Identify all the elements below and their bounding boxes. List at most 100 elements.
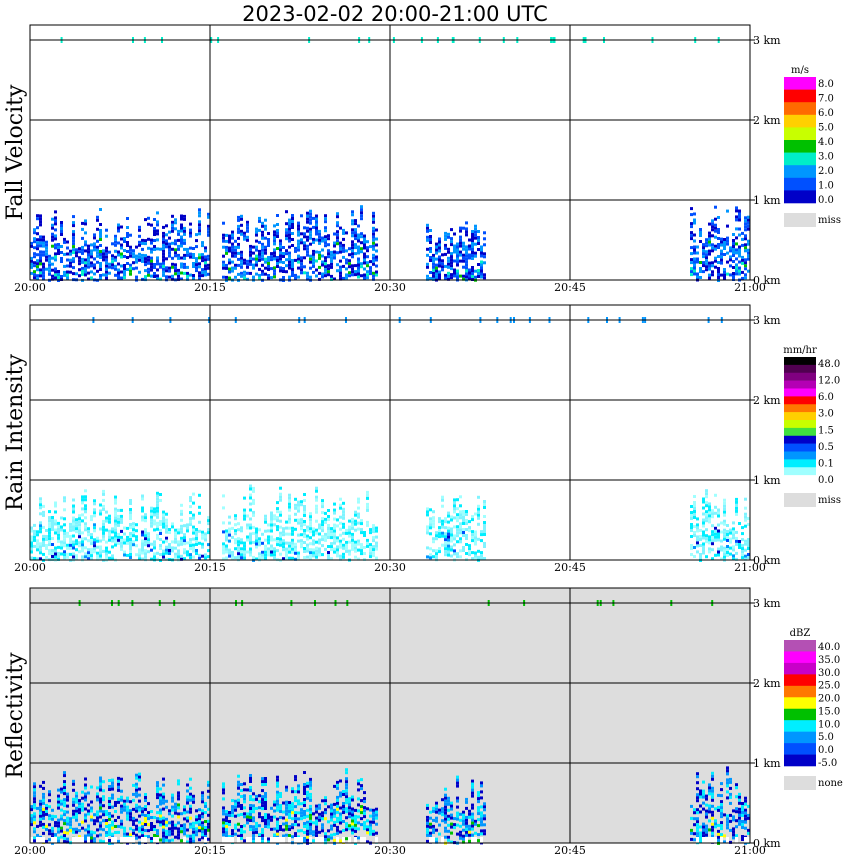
echo-cell <box>426 223 429 227</box>
echo-cell <box>309 236 312 240</box>
echo-cell <box>351 264 354 268</box>
echo-cell <box>360 211 363 215</box>
echo-cell <box>240 541 243 545</box>
echo-cell <box>309 798 312 802</box>
echo-cell <box>111 793 114 797</box>
echo-cell <box>69 264 72 268</box>
echo-cell <box>444 231 447 235</box>
echo-cell <box>159 523 162 526</box>
echo-cell <box>39 250 42 254</box>
echo-cell <box>318 803 321 807</box>
echo-cell <box>705 794 708 798</box>
echo-cell <box>261 263 264 267</box>
echo-cell <box>30 244 33 248</box>
echo-cell <box>729 801 732 805</box>
echo-cell <box>747 257 750 261</box>
echo-cell <box>237 257 240 261</box>
echo-cell <box>303 550 306 553</box>
echo-cell <box>114 810 117 813</box>
echo-cell <box>462 531 465 534</box>
echo-cell <box>72 540 75 544</box>
echo-cell <box>294 518 297 522</box>
echo-cell <box>735 266 738 270</box>
echo-cell <box>249 247 252 251</box>
echo-cell <box>165 545 168 549</box>
x-tick-label: 20:45 <box>554 281 586 294</box>
echo-cell <box>480 811 483 815</box>
echo-cell <box>159 544 162 547</box>
echo-cell <box>288 254 291 258</box>
echo-cell <box>111 784 114 788</box>
echo-cell <box>267 538 270 542</box>
echo-cell <box>711 813 714 817</box>
echo-cell <box>168 269 171 273</box>
echo-cell <box>432 268 435 272</box>
echo-cell <box>468 529 471 533</box>
echo-cell <box>255 263 258 267</box>
echo-cell <box>258 528 261 532</box>
echo-cell <box>339 806 342 810</box>
echo-cell <box>717 261 720 264</box>
echo-cell <box>366 505 369 509</box>
echo-cell <box>135 257 138 261</box>
echo-cell <box>351 547 354 551</box>
echo-cell <box>726 554 729 557</box>
echo-cell <box>309 551 312 555</box>
echo-cell <box>150 256 153 260</box>
echo-cell <box>264 822 267 825</box>
echo-cell <box>66 792 69 796</box>
echo-cell <box>105 528 108 532</box>
echo-cell <box>201 797 204 801</box>
echo-cell <box>297 802 300 806</box>
echo-cell <box>81 236 84 240</box>
echo-cell <box>63 801 66 805</box>
echo-cell <box>729 528 732 532</box>
echo-cell <box>201 256 204 260</box>
echo-cell <box>336 233 339 237</box>
echo-cell <box>249 819 252 822</box>
echo-cell <box>48 838 51 842</box>
echo-cell <box>225 825 228 829</box>
echo-cell <box>456 799 459 803</box>
echo-cell <box>165 805 168 809</box>
echo-cell <box>732 242 735 245</box>
echo-cell <box>474 254 477 258</box>
echo-cell <box>57 830 60 834</box>
echo-cell <box>726 796 729 800</box>
echo-cell <box>720 815 723 819</box>
echo-cell <box>483 823 486 827</box>
echo-cell <box>156 515 159 519</box>
echo-cell <box>237 834 240 838</box>
echo-cell <box>462 828 465 832</box>
legend-swatch <box>784 127 816 141</box>
echo-cell <box>468 830 471 834</box>
echo-cell <box>357 497 360 501</box>
echo-cell <box>441 798 444 802</box>
echo-cell <box>714 259 717 263</box>
echo-cell <box>357 782 360 786</box>
legend-label: 0.1 <box>818 458 834 469</box>
echo-cell <box>327 527 330 530</box>
echo-cell <box>465 513 468 516</box>
echo-cell <box>246 238 249 242</box>
echo-cell <box>705 824 708 828</box>
echo-cell <box>438 276 441 280</box>
echo-cell <box>174 811 177 815</box>
echo-cell <box>738 245 741 249</box>
echo-cell <box>93 236 96 240</box>
echo-cell <box>267 262 270 265</box>
echo-cell <box>702 518 705 522</box>
echo-cell <box>363 255 366 259</box>
echo-cell <box>267 232 270 235</box>
echo-cell <box>51 256 54 260</box>
echo-cell <box>306 229 309 233</box>
echo-cell <box>114 258 117 262</box>
echo-cell <box>111 787 114 791</box>
echo-cell <box>330 277 333 281</box>
echo-cell <box>348 525 351 529</box>
echo-cell <box>141 548 144 552</box>
echo-cell <box>54 258 57 262</box>
echo-cell <box>708 819 711 823</box>
echo-cell <box>363 276 366 280</box>
echo-cell <box>282 801 285 805</box>
